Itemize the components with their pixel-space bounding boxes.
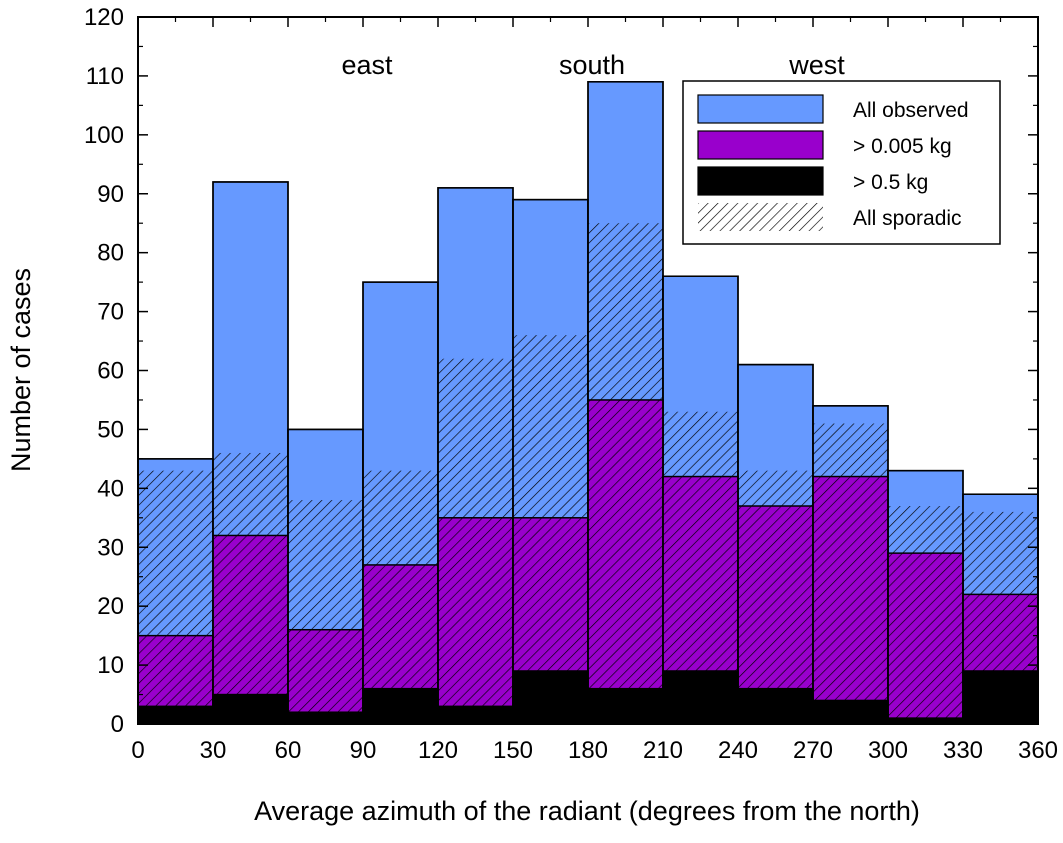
hatched-bar-bin-30 xyxy=(213,452,288,724)
x-tick-label-210: 210 xyxy=(643,737,683,764)
legend-label-2: > 0.005 kg xyxy=(853,135,952,158)
y-tick-label-20: 20 xyxy=(97,593,124,620)
y-tick-label-70: 70 xyxy=(97,299,124,326)
legend-label-1: All observed xyxy=(853,99,969,122)
hatched-bar-bin-0 xyxy=(138,470,213,724)
annotations-layer: east south west xyxy=(341,50,845,80)
x-tick-label-0: 0 xyxy=(131,737,144,764)
y-tick-label-40: 40 xyxy=(97,475,124,502)
x-tick-label-30: 30 xyxy=(200,737,227,764)
y-tick-label-120: 120 xyxy=(84,4,124,31)
hatched-bar-bin-60 xyxy=(288,500,363,724)
y-tick-label-60: 60 xyxy=(97,358,124,385)
y-tick-label-90: 90 xyxy=(97,181,124,208)
axes-layer: 0 30 60 90 120 150 180 210 240 270 300 330 360 0 10 20 3… xyxy=(84,4,1058,764)
x-tick-label-270: 270 xyxy=(793,737,833,764)
y-tick-label-30: 30 xyxy=(97,534,124,561)
hatched-bar-bin-180 xyxy=(588,223,663,725)
y-tick-label-50: 50 xyxy=(97,416,124,443)
x-tick-label-360: 360 xyxy=(1018,737,1058,764)
y-tick-label-100: 100 xyxy=(84,122,124,149)
x-tick-label-120: 120 xyxy=(418,737,458,764)
hatched-bar-bin-90 xyxy=(363,470,438,724)
y-axis-title: Number of cases xyxy=(6,268,36,472)
x-tick-label-240: 240 xyxy=(718,737,758,764)
x-tick-label-60: 60 xyxy=(275,737,302,764)
annotation-south: south xyxy=(559,50,625,80)
x-tick-label-90: 90 xyxy=(350,737,377,764)
bars-layer xyxy=(137,81,1039,725)
x-tick-label-300: 300 xyxy=(868,737,908,764)
annotation-west: west xyxy=(788,50,845,80)
hatched-bar-bin-150 xyxy=(513,335,588,724)
y-tick-label-110: 110 xyxy=(86,63,124,90)
legend-label-4: All sporadic xyxy=(853,207,962,230)
x-axis-title: Average azimuth of the radiant (degrees … xyxy=(254,796,920,826)
hatched-bar-bin-270 xyxy=(813,423,888,724)
legend-swatch-2 xyxy=(697,130,824,160)
hatched-bar-bin-330 xyxy=(963,511,1038,724)
legend-swatch-3 xyxy=(697,166,824,196)
y-tick-label-80: 80 xyxy=(97,240,124,267)
y-tick-label-0: 0 xyxy=(111,711,124,738)
hatched-bar-bin-210 xyxy=(663,411,738,724)
legend-label-3: > 0.5 kg xyxy=(853,171,928,194)
x-tick-label-180: 180 xyxy=(568,737,608,764)
annotation-east: east xyxy=(341,50,393,80)
x-tick-label-330: 330 xyxy=(943,737,983,764)
hatched-bar-bin-300 xyxy=(888,506,963,724)
hatched-bar-bin-120 xyxy=(438,358,513,724)
hatched-bar-bin-240 xyxy=(738,470,813,724)
legend-swatch-4 xyxy=(698,203,823,231)
x-tick-label-150: 150 xyxy=(493,737,533,764)
legend: All observed > 0.005 kg > 0.5 kg All sporad… xyxy=(682,80,1001,245)
y-tick-label-10: 10 xyxy=(97,652,124,679)
legend-swatch-1 xyxy=(697,94,824,124)
